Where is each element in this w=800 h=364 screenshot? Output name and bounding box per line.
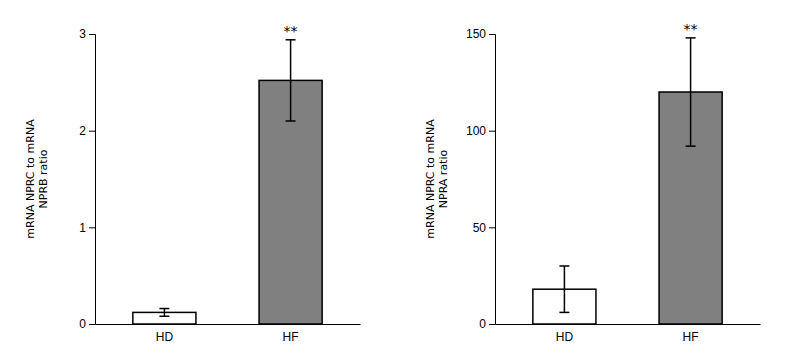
y-tick: 1: [79, 221, 95, 235]
error-bar: [686, 38, 696, 146]
y-tick: 150: [466, 27, 495, 41]
panel: 0 1 2 3 HD HF mRNA NPRC to mRNANPRB ratio **: [24, 23, 361, 345]
x-tick: HD: [556, 324, 574, 344]
y-tick-mark: [89, 34, 95, 35]
x-tick: HF: [683, 324, 699, 344]
error-bar-cap: [159, 316, 169, 318]
error-bar-cap: [559, 312, 569, 314]
error-bar: [559, 266, 569, 312]
x-axis-line: [496, 324, 761, 325]
y-tick: 100: [466, 124, 495, 138]
y-tick-label: 2: [79, 124, 86, 138]
y-tick: 2: [79, 124, 95, 138]
error-bar-cap: [559, 265, 569, 267]
error-bar-cap: [286, 120, 296, 122]
y-tick: 3: [79, 27, 95, 41]
y-tick-label: 3: [79, 27, 86, 41]
error-bar-cap: [686, 37, 696, 39]
error-bar-cap: [686, 145, 696, 147]
x-axis: HD HF: [96, 324, 361, 344]
y-axis-line: [89, 35, 96, 325]
error-bar: [286, 40, 296, 121]
y-axis-title: mRNA NPRC to mRNANPRA ratio: [424, 119, 450, 239]
error-bar-stem: [690, 38, 692, 146]
y-axis: 0 1 2 3: [79, 27, 95, 331]
x-tick: HF: [283, 324, 299, 344]
error-bar: [159, 309, 169, 317]
x-tick-label: HF: [283, 330, 299, 344]
y-tick-label: 0: [479, 317, 486, 331]
error-bar-stem: [164, 309, 166, 317]
x-tick-label: HD: [156, 330, 174, 344]
x-tick: HD: [156, 324, 174, 344]
y-tick: 50: [473, 221, 495, 235]
y-axis: 0 50 100 150: [466, 27, 496, 331]
y-tick-label: 150: [466, 27, 486, 41]
x-axis: HD HF: [496, 324, 761, 344]
y-tick-mark: [89, 324, 95, 325]
error-bar-stem: [564, 266, 566, 312]
annotation: **: [284, 23, 298, 39]
y-axis-line: [489, 35, 496, 325]
error-bar-stem: [290, 40, 292, 121]
y-tick-mark: [89, 131, 95, 132]
y-tick: 0: [479, 317, 495, 331]
panel: 0 50 100 150 HD HF mRNA NPRC to mRNANPRA ratio…: [424, 21, 761, 345]
y-tick-mark: [89, 227, 95, 228]
error-bar-cap: [286, 39, 296, 41]
y-tick-mark: [489, 227, 495, 228]
x-axis-line: [96, 324, 361, 325]
x-tick-label: HF: [683, 330, 699, 344]
y-tick: 0: [79, 317, 95, 331]
y-tick-label: 0: [79, 317, 86, 331]
y-tick-label: 1: [79, 221, 86, 235]
y-tick-mark: [489, 131, 495, 132]
y-tick-label: 100: [466, 124, 486, 138]
y-tick-label: 50: [473, 221, 487, 235]
plot-area: [133, 40, 322, 324]
y-axis-title: mRNA NPRC to mRNANPRB ratio: [24, 119, 50, 239]
y-tick-mark: [489, 324, 495, 325]
error-bar-cap: [159, 308, 169, 310]
plot-area: [533, 38, 722, 324]
chart-root: 0 1 2 3 HD HF mRNA NPRC to mRNANPRB ratio ** 0 50…: [0, 0, 800, 364]
annotation: **: [684, 21, 698, 37]
y-tick-mark: [489, 34, 495, 35]
x-tick-label: HD: [556, 330, 574, 344]
